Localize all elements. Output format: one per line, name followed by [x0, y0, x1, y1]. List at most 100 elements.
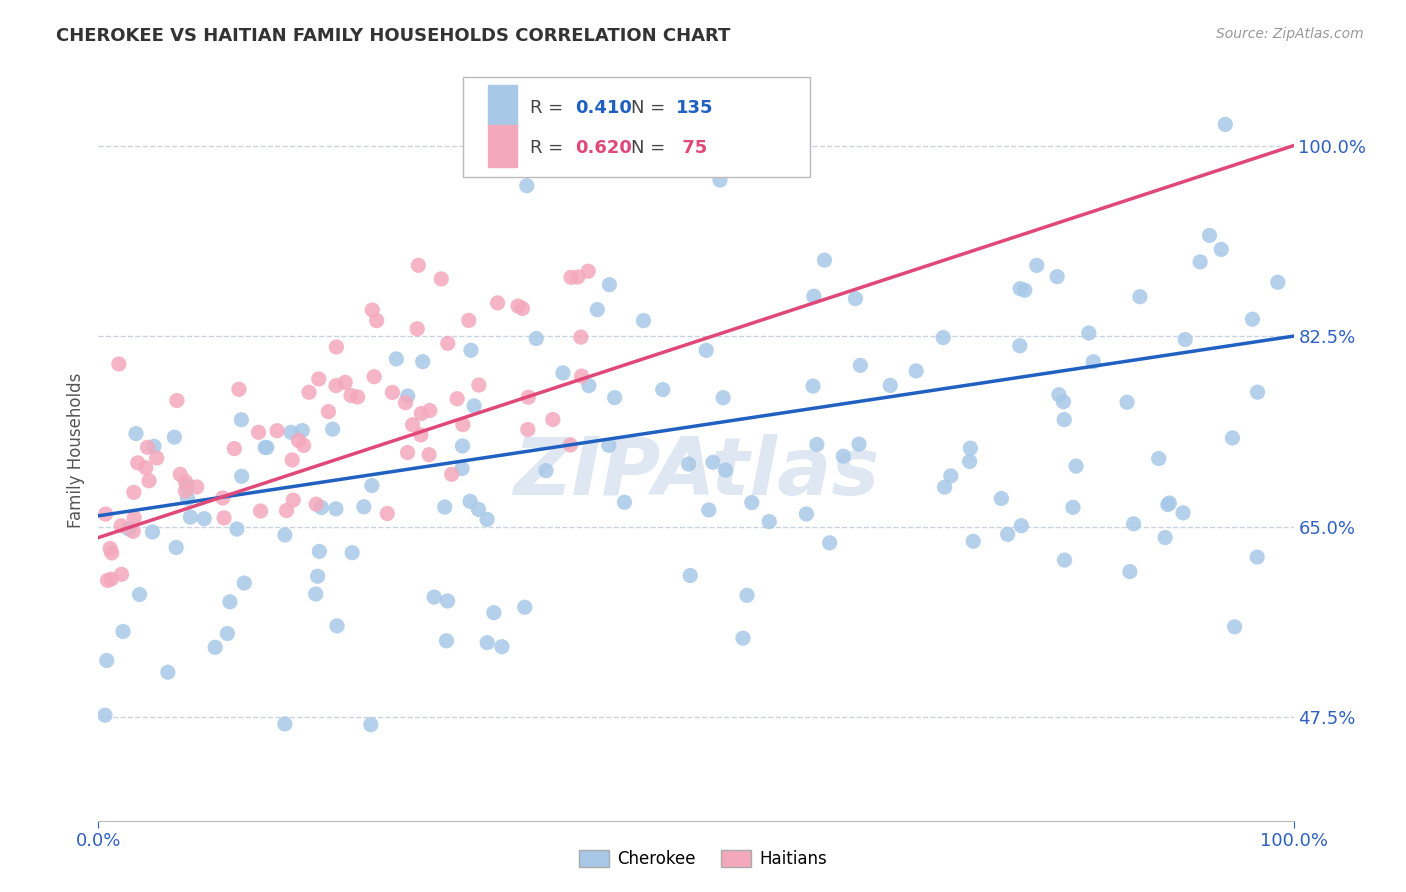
Point — [176, 491, 198, 506]
Point — [932, 330, 955, 344]
Point — [848, 437, 870, 451]
Point — [326, 619, 349, 633]
Point — [879, 378, 901, 392]
Y-axis label: Family Households: Family Households — [66, 373, 84, 528]
Point — [94, 708, 117, 723]
Point — [905, 364, 928, 378]
Point — [651, 383, 673, 397]
Point — [281, 453, 304, 467]
Point — [385, 351, 408, 366]
Point — [598, 438, 620, 452]
Text: 135: 135 — [676, 99, 713, 117]
Point — [360, 717, 382, 731]
Point — [460, 343, 482, 358]
Point — [97, 574, 120, 588]
Point — [430, 272, 453, 286]
Point — [335, 376, 357, 390]
Point — [997, 527, 1019, 541]
Point — [110, 518, 132, 533]
Point — [586, 302, 609, 317]
Point — [274, 717, 297, 731]
Point — [506, 299, 529, 313]
Point — [446, 392, 468, 406]
Point — [758, 515, 780, 529]
Point — [702, 455, 724, 469]
Point — [613, 495, 636, 509]
Point — [394, 395, 416, 409]
Point — [138, 474, 160, 488]
Point — [125, 426, 148, 441]
Point — [322, 422, 344, 436]
Point — [709, 173, 731, 187]
Text: 0.620: 0.620 — [575, 139, 633, 157]
Point — [1241, 312, 1264, 326]
Point — [361, 303, 384, 318]
Point — [1008, 339, 1031, 353]
Point — [990, 491, 1012, 506]
Point — [1154, 531, 1177, 545]
Text: Source: ZipAtlas.com: Source: ZipAtlas.com — [1216, 27, 1364, 41]
Point — [560, 438, 582, 452]
Point — [679, 568, 702, 582]
Point — [224, 442, 246, 456]
Point — [193, 511, 215, 525]
Point — [697, 503, 720, 517]
Point — [396, 445, 419, 459]
Point — [436, 594, 458, 608]
Point — [401, 417, 423, 432]
Point — [411, 407, 433, 421]
Point — [440, 467, 463, 482]
Point — [735, 588, 758, 602]
Point — [122, 524, 145, 539]
Point — [491, 640, 513, 654]
Point — [711, 391, 734, 405]
Point — [451, 417, 474, 432]
Point — [176, 478, 198, 492]
Point — [468, 378, 491, 392]
Point — [436, 633, 458, 648]
Point — [934, 480, 956, 494]
Point — [451, 439, 474, 453]
Point — [274, 528, 297, 542]
Point — [280, 425, 302, 440]
Point — [1025, 259, 1047, 273]
Point — [818, 536, 841, 550]
Text: 75: 75 — [676, 139, 707, 157]
Point — [695, 343, 717, 358]
Point — [169, 467, 191, 482]
Point — [714, 463, 737, 477]
Point — [156, 665, 179, 680]
Point — [94, 507, 117, 521]
Point — [1222, 431, 1244, 445]
Point — [1077, 326, 1099, 340]
Point — [1047, 388, 1070, 402]
Point — [122, 485, 145, 500]
Point — [458, 494, 481, 508]
Point — [110, 567, 132, 582]
Point — [849, 359, 872, 373]
Point — [1189, 255, 1212, 269]
Point — [408, 258, 430, 272]
Point — [516, 178, 538, 193]
Point — [231, 469, 253, 483]
Point — [433, 500, 456, 514]
Point — [1119, 565, 1142, 579]
Point — [186, 480, 208, 494]
Point — [111, 624, 134, 639]
FancyBboxPatch shape — [488, 85, 517, 127]
Point — [266, 424, 288, 438]
Point — [325, 501, 347, 516]
Point — [1198, 228, 1220, 243]
Point — [346, 390, 368, 404]
Point — [136, 440, 159, 454]
Point — [1171, 506, 1194, 520]
Point — [174, 475, 197, 489]
Point — [283, 493, 305, 508]
Text: CHEROKEE VS HAITIAN FAMILY HOUSEHOLDS CORRELATION CHART: CHEROKEE VS HAITIAN FAMILY HOUSEHOLDS CO… — [56, 27, 731, 45]
Point — [436, 336, 458, 351]
Point — [360, 478, 382, 492]
Point — [803, 289, 825, 303]
Point — [305, 497, 328, 511]
Point — [423, 590, 446, 604]
Point — [796, 507, 818, 521]
